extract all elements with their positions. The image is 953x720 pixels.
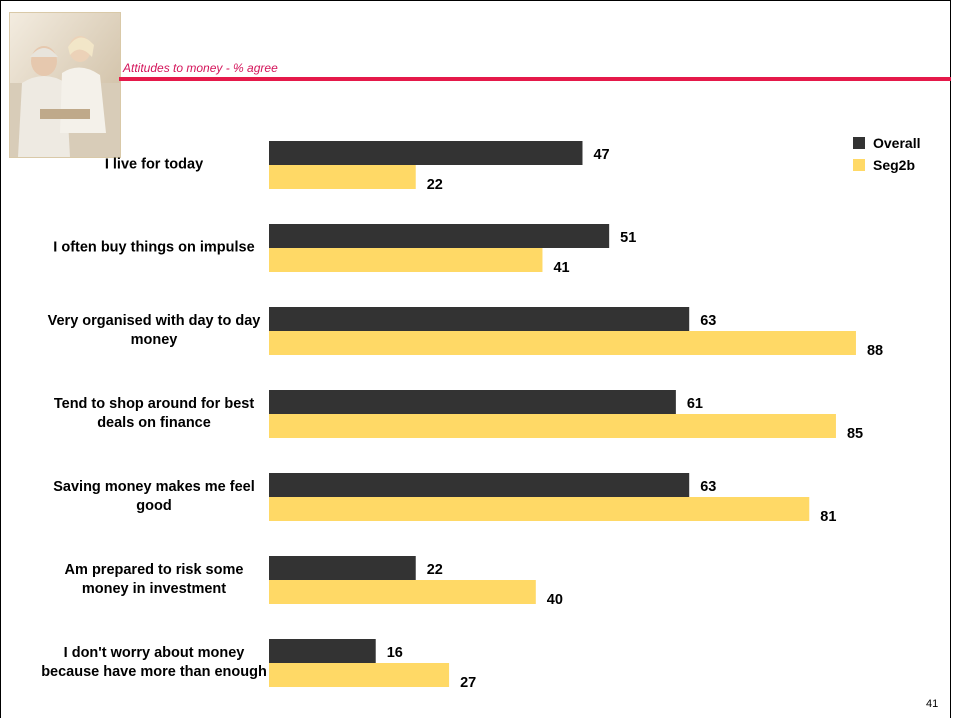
data-label-seg2b-6: 40 xyxy=(547,592,563,608)
legend-item-overall: Overall xyxy=(853,133,920,153)
bar-seg2b-6 xyxy=(269,580,536,604)
legend-swatch-seg2b xyxy=(853,159,865,171)
data-label-overall-5: 63 xyxy=(700,479,716,495)
data-label-overall-7: 16 xyxy=(387,645,403,661)
couple-photo xyxy=(9,12,121,158)
data-label-seg2b-7: 27 xyxy=(460,675,476,691)
legend-label-overall: Overall xyxy=(873,135,921,151)
legend-label-seg2b: Seg2b xyxy=(873,157,916,173)
category-label-1: I live for today xyxy=(104,156,204,173)
category-label-6: Am prepared to risk some money in invest… xyxy=(64,562,244,597)
data-label-overall-1: 47 xyxy=(593,147,609,163)
bar-overall-4 xyxy=(269,390,676,414)
bar-seg2b-1 xyxy=(269,165,416,189)
legend-item-seg2b: Seg2b xyxy=(853,155,920,175)
category-label-3: Very organised with day to day money xyxy=(47,313,261,348)
bar-seg2b-4 xyxy=(269,414,836,438)
data-label-overall-3: 63 xyxy=(700,313,716,329)
bar-seg2b-5 xyxy=(269,497,810,521)
legend: Overall Seg2b xyxy=(853,133,920,177)
category-label-2: I often buy things on impulse xyxy=(53,239,255,256)
data-label-overall-2: 51 xyxy=(620,230,636,246)
data-label-seg2b-3: 88 xyxy=(867,343,883,359)
bar-overall-3 xyxy=(269,307,690,331)
bar-overall-5 xyxy=(269,473,690,497)
bar-overall-2 xyxy=(269,224,610,248)
data-label-seg2b-1: 22 xyxy=(427,177,443,193)
category-label-7: I don't worry about money because have m… xyxy=(41,645,267,680)
bar-overall-6 xyxy=(269,556,416,580)
bar-seg2b-7 xyxy=(269,663,450,687)
category-label-5: Saving money makes me feel good xyxy=(53,479,255,514)
category-label-4: Tend to shop around for best deals on fi… xyxy=(53,396,255,431)
bar-overall-7 xyxy=(269,639,376,663)
bar-seg2b-2 xyxy=(269,248,543,272)
data-label-overall-4: 61 xyxy=(687,396,703,412)
legend-swatch-overall xyxy=(853,137,865,149)
data-label-overall-6: 22 xyxy=(427,562,443,578)
data-label-seg2b-2: 41 xyxy=(553,260,569,276)
chart-subtitle: Attitudes to money - % agree xyxy=(123,61,278,75)
data-label-seg2b-5: 81 xyxy=(820,509,836,525)
page-number: 41 xyxy=(926,698,939,710)
accent-divider xyxy=(119,77,951,81)
data-label-seg2b-4: 85 xyxy=(847,426,863,442)
bar-seg2b-3 xyxy=(269,331,856,355)
bar-overall-1 xyxy=(269,141,583,165)
